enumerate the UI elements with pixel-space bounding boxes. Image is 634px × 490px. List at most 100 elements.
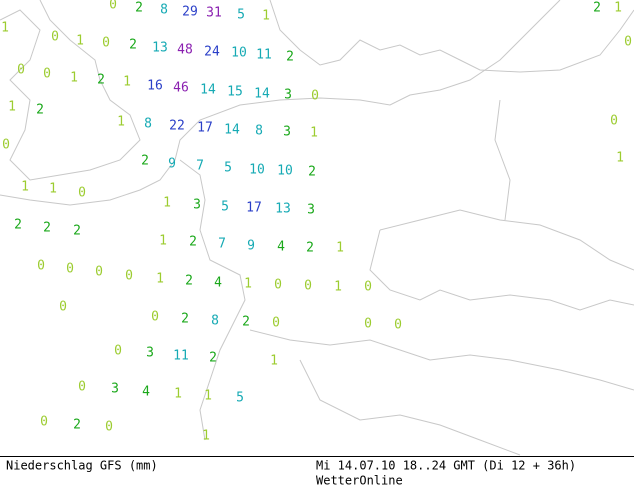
source: WetterOnline [316, 474, 403, 488]
precipitation-labels: 0 2 8 29 31 5 12 110 1 0 2 13 48 24 10 11 200 0 1 2 1 16 46 14 1… [1, 0, 632, 444]
precip-value: 0 [37, 259, 45, 274]
precip-value: 1 [244, 277, 252, 292]
precip-value: 22 [169, 119, 185, 134]
precip-value: 3 [284, 88, 292, 103]
precip-value: 0 [43, 67, 51, 82]
precip-value: 2 [141, 154, 149, 169]
precip-value: 8 [160, 3, 168, 18]
precip-value: 1 [117, 115, 125, 130]
precip-value: 1 [262, 9, 270, 24]
precip-value: 0 [311, 89, 319, 104]
legend-title: Niederschlag GFS (mm) [6, 459, 158, 473]
precip-value: 31 [206, 6, 222, 21]
border [299, 359, 521, 456]
precip-value: 1 [336, 241, 344, 256]
precip-value: 2 [181, 312, 189, 327]
precip-value: 2 [135, 1, 143, 16]
precip-value: 14 [224, 123, 240, 138]
precip-value: 2 [209, 351, 217, 366]
precip-value: 7 [218, 237, 226, 252]
precip-value: 10 [249, 163, 265, 178]
precip-value: 4 [142, 385, 150, 400]
precip-value: 0 [624, 35, 632, 50]
precip-value: 1 [49, 182, 57, 197]
precip-value: 17 [246, 201, 262, 216]
precip-value: 48 [177, 43, 193, 58]
precip-value: 9 [247, 239, 255, 254]
coastline [0, 0, 141, 181]
precip-value: 2 [97, 73, 105, 88]
precip-value: 1 [270, 354, 278, 369]
precip-value: 1 [202, 429, 210, 444]
precip-value: 4 [214, 276, 222, 291]
precip-value: 3 [307, 203, 315, 218]
precip-value: 4 [277, 240, 285, 255]
coastline [269, 0, 634, 73]
precip-value: 1 [616, 151, 624, 166]
precip-value: 3 [193, 198, 201, 213]
precip-value: 0 [78, 186, 86, 201]
precip-value: 0 [272, 316, 280, 331]
precip-value: 1 [614, 1, 622, 16]
precip-value: 3 [146, 346, 154, 361]
precip-value: 1 [159, 234, 167, 249]
precip-value: 2 [73, 224, 81, 239]
precip-value: 17 [197, 121, 213, 136]
precip-value: 0 [125, 269, 133, 284]
precip-value: 9 [168, 157, 176, 172]
precip-value: 10 [277, 164, 293, 179]
precip-value: 2 [129, 38, 137, 53]
precip-value: 0 [364, 280, 372, 295]
precip-value: 16 [147, 79, 163, 94]
precip-value: 1 [334, 280, 342, 295]
precip-value: 29 [182, 5, 198, 20]
precip-value: 13 [152, 41, 168, 56]
precip-value: 13 [275, 202, 291, 217]
precip-value: 2 [73, 418, 81, 433]
precip-value: 5 [237, 8, 245, 23]
precip-value: 0 [114, 344, 122, 359]
precip-value: 0 [95, 265, 103, 280]
precip-value: 3 [283, 125, 291, 140]
precip-value: 1 [204, 389, 212, 404]
border [369, 229, 634, 311]
precip-value: 7 [196, 159, 204, 174]
border [249, 329, 634, 391]
precip-value: 0 [2, 138, 10, 153]
precip-value: 11 [173, 349, 189, 364]
precip-value: 8 [144, 117, 152, 132]
precip-value: 2 [185, 274, 193, 289]
precip-value: 3 [111, 382, 119, 397]
precip-value: 0 [40, 415, 48, 430]
precip-value: 1 [156, 272, 164, 287]
precip-value: 1 [8, 100, 16, 115]
precip-value: 5 [221, 200, 229, 215]
precip-value: 8 [255, 124, 263, 139]
precip-value: 1 [163, 196, 171, 211]
precip-value: 14 [254, 87, 270, 102]
precip-value: 0 [78, 380, 86, 395]
precip-value: 2 [286, 50, 294, 65]
precip-value: 0 [109, 0, 117, 13]
precip-value: 0 [364, 317, 372, 332]
precip-value: 15 [227, 85, 243, 100]
precip-value: 2 [14, 218, 22, 233]
precip-value: 0 [51, 30, 59, 45]
precip-value: 11 [256, 48, 272, 63]
precip-value: 0 [151, 310, 159, 325]
precip-value: 1 [310, 126, 318, 141]
precip-value: 2 [308, 165, 316, 180]
precip-value: 5 [236, 391, 244, 406]
precip-value: 46 [173, 81, 189, 96]
precip-value: 2 [43, 221, 51, 236]
precip-value: 1 [123, 75, 131, 90]
precip-value: 1 [21, 180, 29, 195]
border [494, 99, 511, 221]
precip-value: 0 [17, 63, 25, 78]
precip-value: 0 [105, 420, 113, 435]
precip-value: 0 [59, 300, 67, 315]
precip-value: 14 [200, 83, 216, 98]
border [379, 209, 634, 271]
